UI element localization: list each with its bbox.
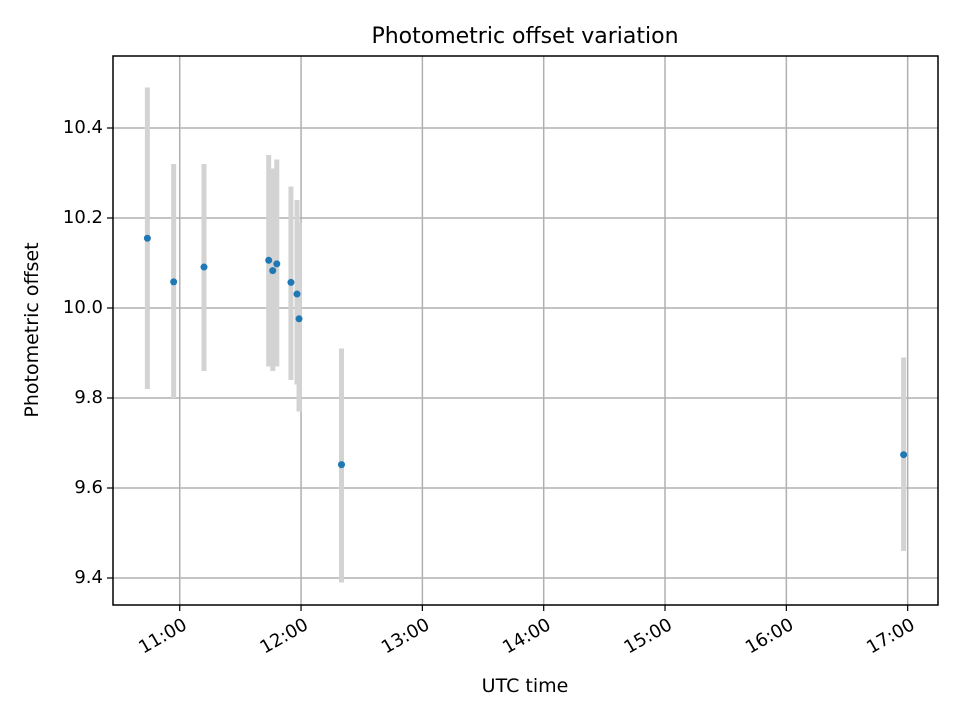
x-tick-label: 16:00 xyxy=(742,614,797,658)
chart-title: Photometric offset variation xyxy=(371,24,678,49)
x-axis-label: UTC time xyxy=(482,675,569,697)
data-point xyxy=(273,260,281,268)
x-tick-label: 11:00 xyxy=(135,614,190,658)
data-point xyxy=(269,267,277,275)
data-point xyxy=(170,278,178,286)
x-tick-label: 12:00 xyxy=(257,614,312,658)
data-points xyxy=(143,234,908,469)
x-tick-label: 14:00 xyxy=(499,614,554,658)
grid xyxy=(113,56,938,605)
data-point xyxy=(900,451,908,459)
y-tick-label: 9.8 xyxy=(74,387,103,408)
data-point xyxy=(337,461,345,469)
y-axis-ticks: 9.4 9.6 9.8 10.0 10.2 10.4 xyxy=(63,117,113,588)
data-point xyxy=(143,234,151,242)
error-bars xyxy=(144,87,907,583)
y-tick-label: 10.4 xyxy=(63,117,103,138)
data-point xyxy=(287,278,295,286)
y-tick-label: 10.0 xyxy=(63,297,103,318)
y-tick-label: 10.2 xyxy=(63,207,103,228)
data-point xyxy=(265,256,273,264)
x-tick-label: 13:00 xyxy=(378,614,433,658)
x-tick-label: 15:00 xyxy=(620,614,675,658)
y-tick-label: 9.6 xyxy=(74,477,103,498)
data-point xyxy=(200,263,208,271)
y-tick-label: 9.4 xyxy=(74,567,103,588)
x-tick-label: 17:00 xyxy=(863,614,918,658)
y-axis-label: Photometric offset xyxy=(21,242,43,417)
data-point xyxy=(293,290,301,298)
data-point xyxy=(295,315,303,323)
plot-frame xyxy=(112,55,939,606)
x-axis-ticks: 11:00 12:00 13:00 14:00 15:00 16:00 17:00 xyxy=(135,605,919,658)
